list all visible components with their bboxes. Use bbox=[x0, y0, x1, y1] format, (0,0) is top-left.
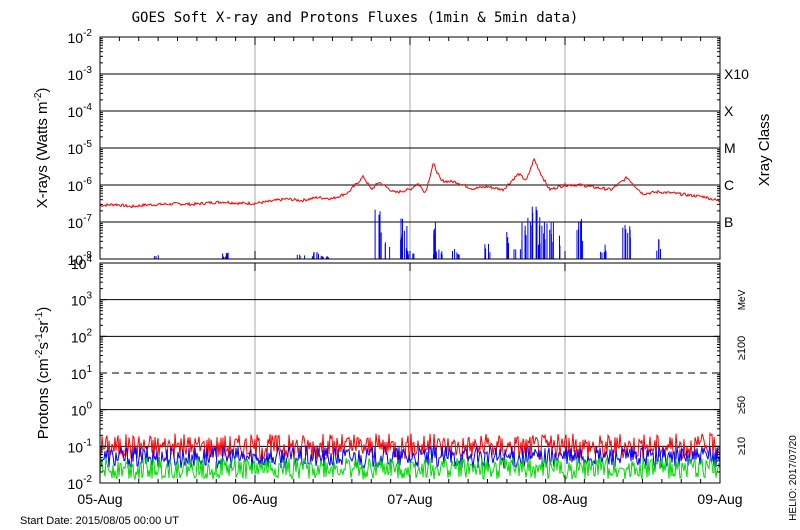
xray-y-tick-label: 10-5 bbox=[68, 139, 93, 157]
proton-unit-label: MeV bbox=[737, 289, 748, 310]
proton-y-tick-label: 102 bbox=[71, 327, 93, 345]
xray-class-label: C bbox=[724, 177, 734, 193]
xray-y-tick-label: 10-6 bbox=[68, 176, 93, 194]
xray-class-label: X10 bbox=[724, 66, 749, 82]
x-tick-label: 06-Aug bbox=[232, 491, 277, 507]
start-date-label: Start Date: 2015/08/05 00:00 UT bbox=[20, 515, 179, 527]
x-tick-label: 08-Aug bbox=[542, 491, 587, 507]
xray-y-tick-label: 10-3 bbox=[68, 65, 93, 83]
proton-y-tick-label: 104 bbox=[71, 254, 93, 272]
proton-y-tick-label: 101 bbox=[71, 364, 93, 382]
xray-y-tick-label: 10-2 bbox=[68, 28, 93, 46]
xray-class-label: M bbox=[724, 140, 736, 156]
proton-y-tick-label: 100 bbox=[71, 401, 93, 419]
xray-class-axis-label: Xray Class bbox=[756, 114, 773, 187]
proton-y-axis-label: Protons (cm-2s-1sr-1) bbox=[34, 307, 52, 440]
proton-series-line bbox=[99, 444, 721, 470]
chart-title: GOES Soft X-ray and Protons Fluxes (1min… bbox=[132, 10, 579, 26]
proton-series-line bbox=[99, 457, 721, 482]
x-tick-label: 05-Aug bbox=[77, 491, 122, 507]
xray-y-tick-label: 10-7 bbox=[68, 213, 93, 231]
credit-label: HELIO: 2017/07/20 bbox=[788, 435, 799, 521]
xray-y-tick-label: 10-4 bbox=[68, 102, 93, 120]
xray-long-channel-line bbox=[99, 157, 721, 209]
xray-short-channel-line bbox=[153, 206, 661, 259]
proton-y-tick-label: 103 bbox=[71, 291, 93, 309]
proton-y-tick-label: 10-2 bbox=[68, 474, 93, 492]
proton-legend-label: ≥50 bbox=[736, 396, 748, 414]
xray-y-axis-label: X-rays (Watts m-2) bbox=[33, 88, 51, 209]
xray-class-label: X bbox=[724, 103, 734, 119]
proton-series-line bbox=[99, 431, 721, 461]
x-tick-label: 09-Aug bbox=[697, 491, 742, 507]
xray-class-label: B bbox=[724, 214, 733, 230]
proton-y-tick-label: 10-1 bbox=[68, 437, 93, 455]
xray-y-tick-label: 10-8 bbox=[68, 250, 93, 268]
x-tick-label: 07-Aug bbox=[387, 491, 432, 507]
proton-legend-label: ≥10 bbox=[736, 437, 748, 455]
proton-legend-label: ≥100 bbox=[736, 336, 748, 360]
